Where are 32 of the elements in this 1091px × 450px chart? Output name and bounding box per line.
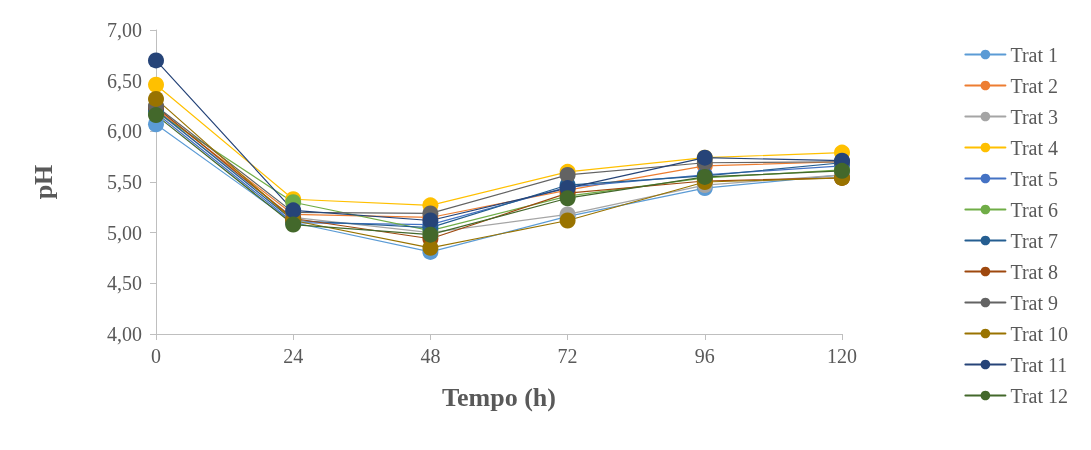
legend-label: Trat 6 — [1010, 198, 1058, 221]
x-tick-label: 0 — [151, 345, 161, 367]
legend-label: Trat 12 — [1010, 384, 1068, 407]
legend-label: Trat 1 — [1010, 43, 1058, 66]
legend-label: Trat 10 — [1010, 322, 1068, 345]
legend-label: Trat 7 — [1010, 229, 1058, 252]
x-tick-label: 48 — [420, 345, 441, 367]
legend-label: Trat 9 — [1010, 291, 1058, 314]
point — [148, 52, 164, 69]
legend-label: Trat 11 — [1010, 353, 1068, 376]
y-tick-label: 6,50 — [107, 69, 142, 92]
legend-label: Trat 5 — [1010, 167, 1058, 190]
x-axis-title: Tempo (h) — [442, 382, 556, 412]
point — [422, 239, 439, 256]
x-tick-label: 24 — [283, 345, 304, 367]
point — [148, 90, 164, 107]
x-tick-label: 72 — [557, 345, 578, 367]
legend-label: Trat 8 — [1010, 260, 1058, 283]
x-tick-label: 120 — [827, 345, 857, 367]
y-tick-label: 4,50 — [107, 272, 142, 295]
x-tick-label: 96 — [694, 345, 715, 367]
legend-label: Trat 4 — [1010, 136, 1058, 159]
y-tick-label: 4,00 — [107, 323, 142, 345]
y-tick-label: 7,00 — [107, 19, 142, 41]
point — [148, 76, 164, 93]
y-tick-label: 5,00 — [107, 221, 142, 244]
legend-label: Trat 2 — [1010, 74, 1058, 97]
y-tick-label: 5,50 — [107, 171, 142, 193]
y-axis-title: pH — [28, 164, 58, 200]
y-tick-label: 6,00 — [107, 120, 142, 143]
legend-label: Trat 3 — [1010, 105, 1058, 128]
point — [559, 212, 576, 229]
